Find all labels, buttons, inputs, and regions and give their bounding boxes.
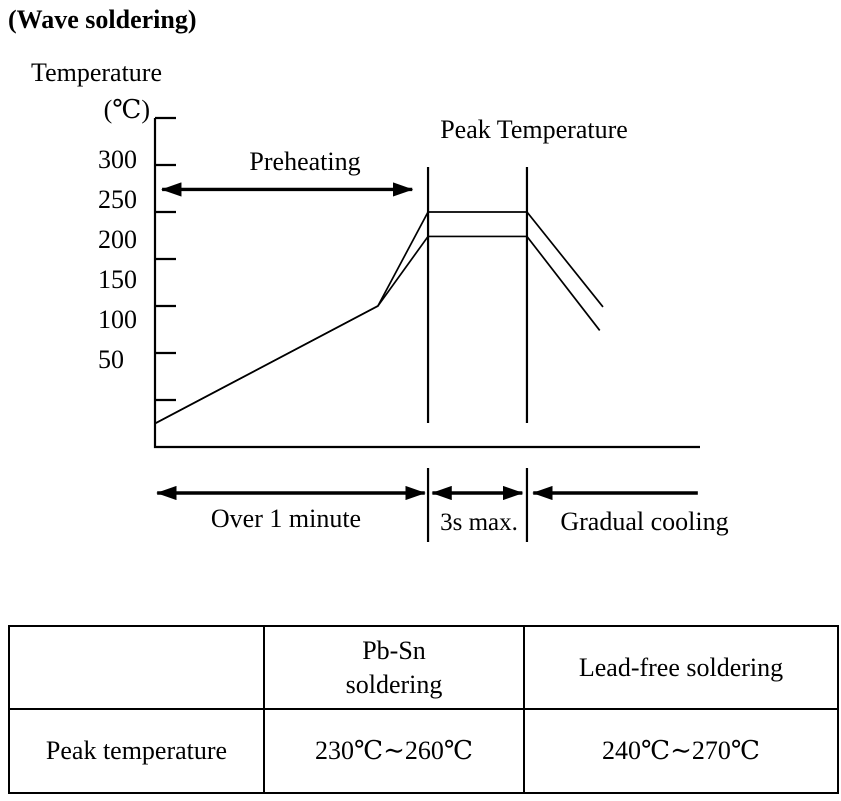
table-corner-cell xyxy=(8,625,265,710)
peak-temperature-annotation-label: Peak Temperature xyxy=(440,115,628,144)
table-value-leadfree: 240℃∼270℃ xyxy=(523,708,839,794)
y-tick-label: 300 xyxy=(98,145,137,174)
table-value-pbsn: 230℃∼260℃ xyxy=(263,708,525,794)
table-header-pbsn-line1: Pb-Sn xyxy=(362,635,426,665)
figure-title: (Wave soldering) xyxy=(8,5,197,34)
plot-lines xyxy=(153,116,700,542)
table-header-pbsn-line2: soldering xyxy=(345,669,443,699)
preheating-annotation-label: Preheating xyxy=(249,147,361,176)
y-tick-label: 50 xyxy=(98,345,124,374)
y-tick-label: 200 xyxy=(98,225,137,254)
y-tick-label: 250 xyxy=(98,185,137,214)
table-header-row: Pb-Sn soldering Lead-free soldering xyxy=(8,625,839,710)
y-tick-label: 150 xyxy=(98,265,137,294)
phase-label-3s-max: 3s max. xyxy=(440,509,518,536)
phase-label-gradual-cooling: Gradual cooling xyxy=(560,507,729,536)
table-header-pbsn: Pb-Sn soldering xyxy=(263,625,525,710)
table-header-leadfree: Lead-free soldering xyxy=(523,625,839,710)
y-axis-tick-labels: 300 250 200 150 100 50 xyxy=(98,140,150,380)
y-axis-unit: (℃) xyxy=(103,95,150,124)
phase-label-over-1-minute: Over 1 minute xyxy=(210,504,362,533)
peak-temperature-table: Pb-Sn soldering Lead-free soldering Peak… xyxy=(8,625,839,794)
table-row-label: Peak temperature xyxy=(8,708,265,794)
table-value-row: Peak temperature 230℃∼260℃ 240℃∼270℃ xyxy=(8,708,839,794)
y-tick-label: 100 xyxy=(98,305,137,334)
y-axis-title: Temperature xyxy=(31,58,162,87)
